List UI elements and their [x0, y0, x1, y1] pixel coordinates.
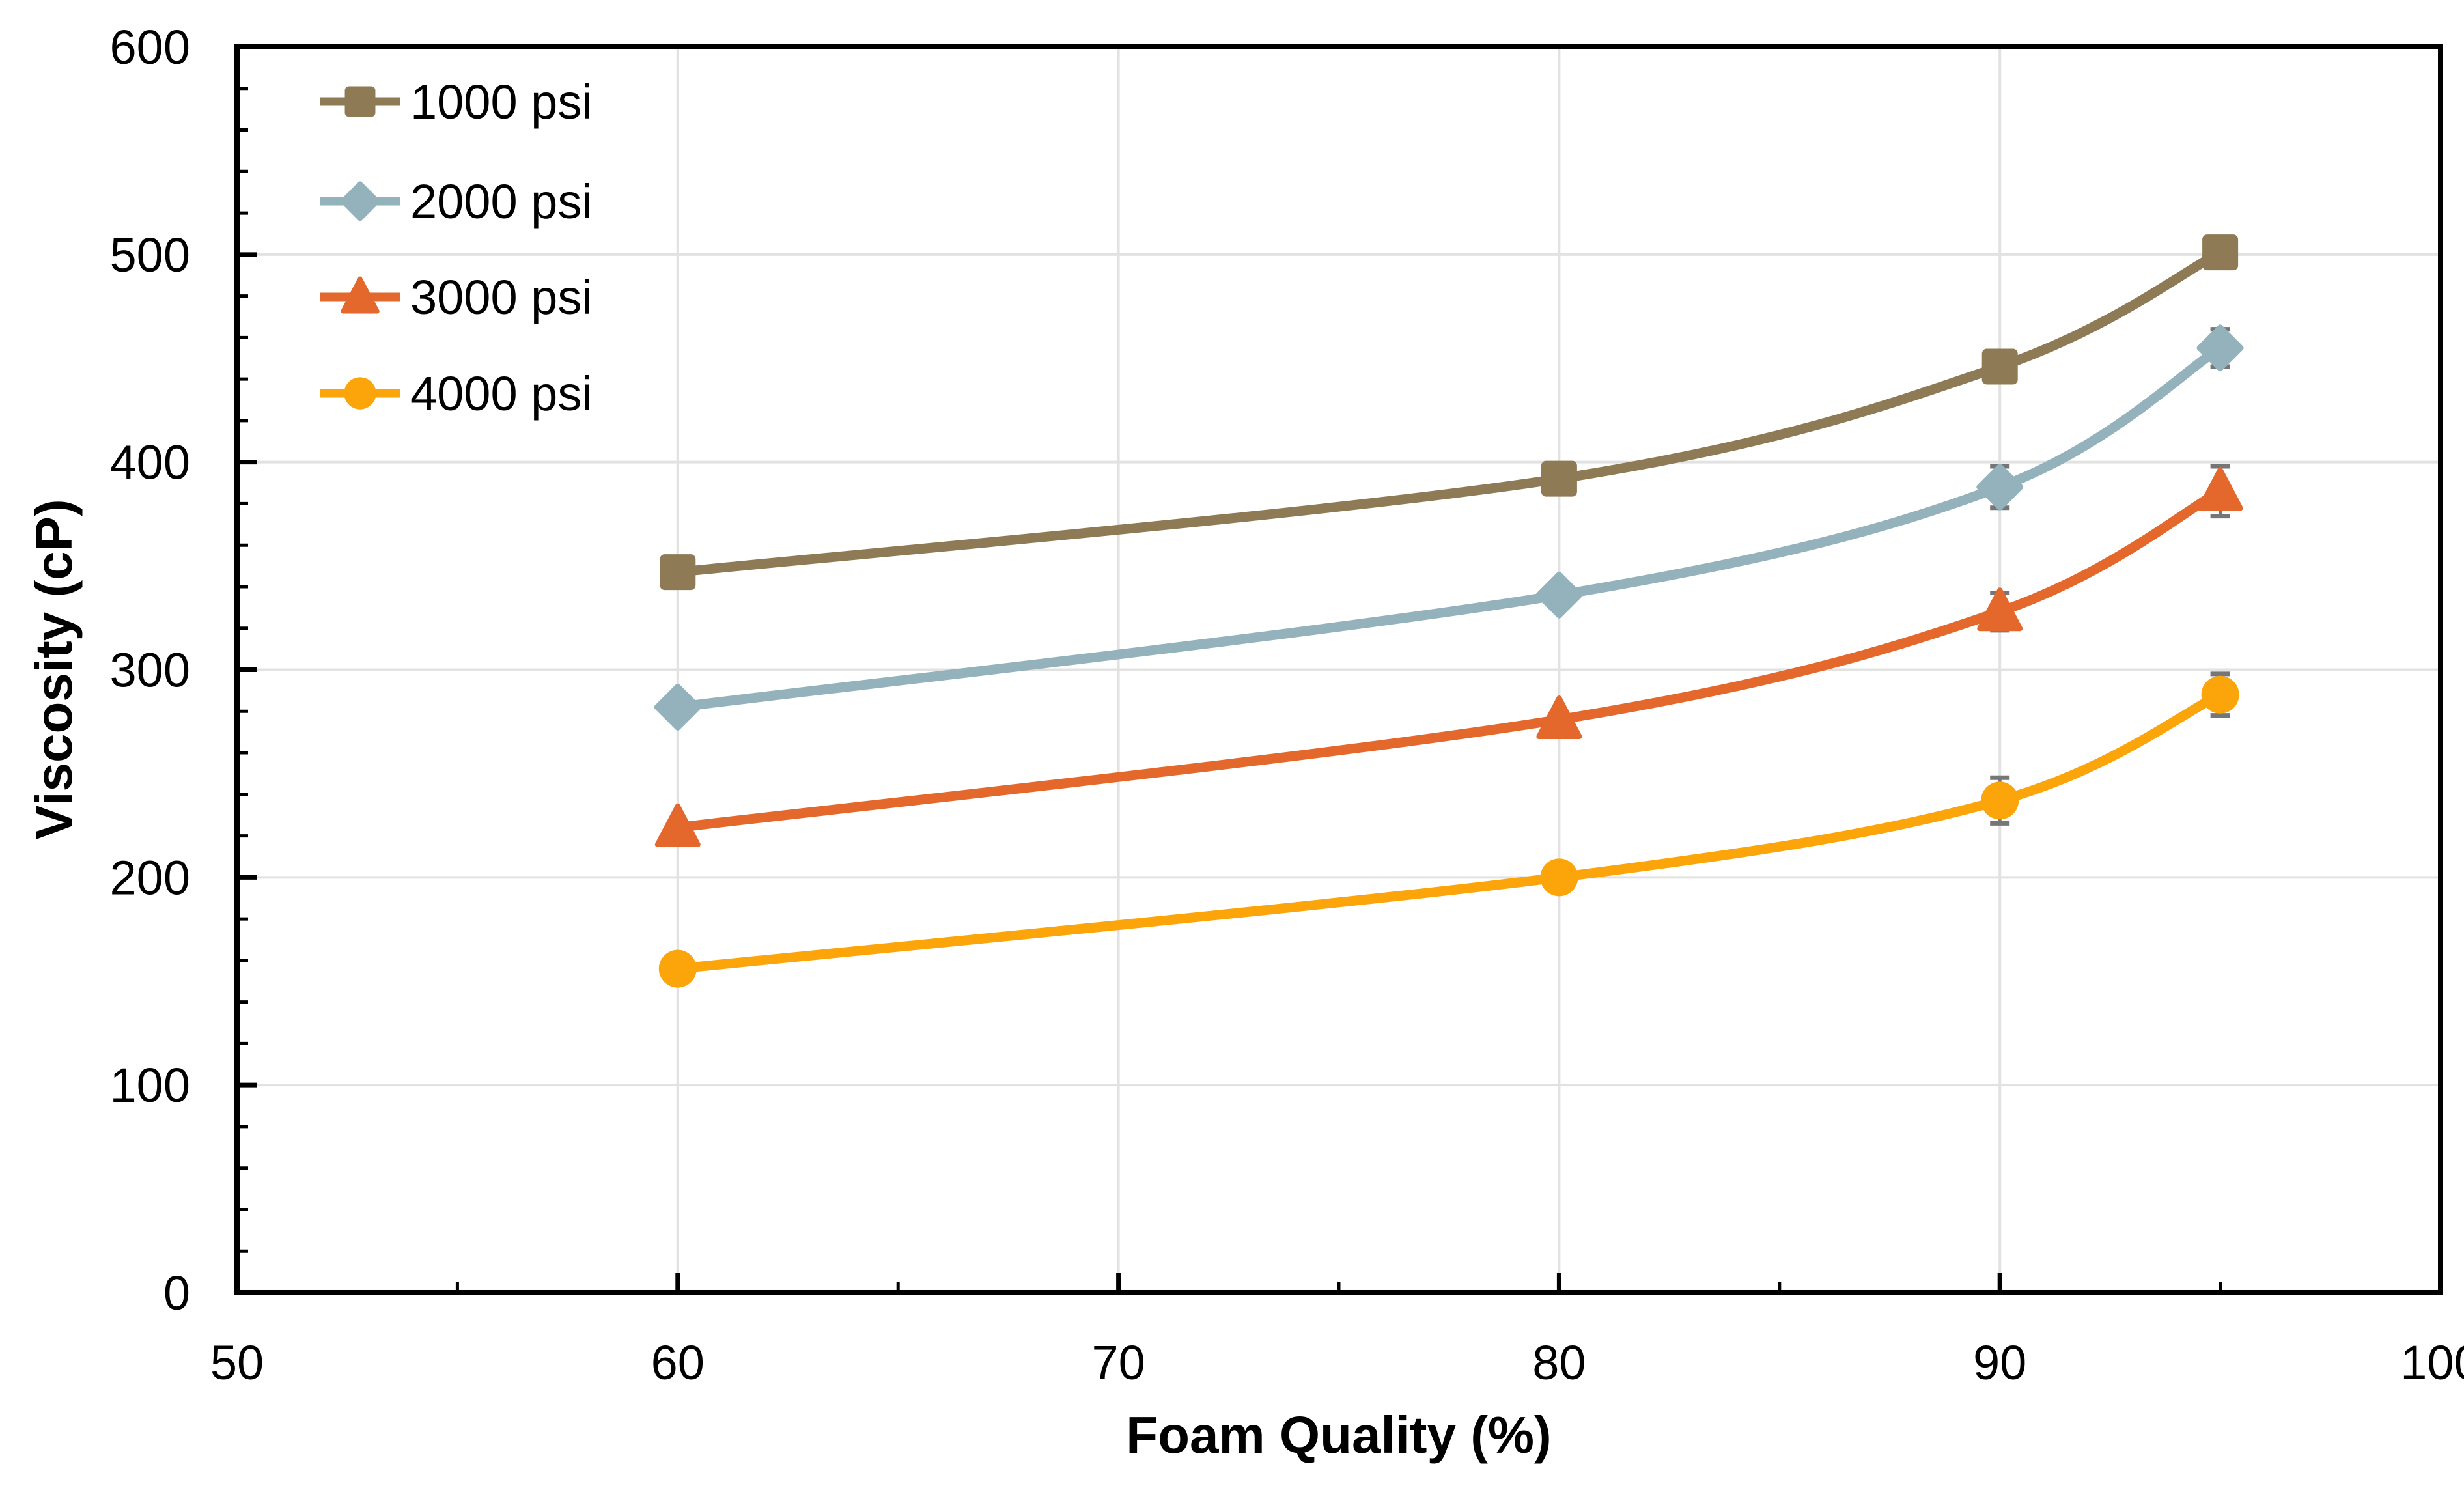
- plot-border-box: [234, 44, 2443, 1295]
- x-tick-label: 70: [1091, 1336, 1145, 1390]
- series-line-2000-psi: [673, 343, 2226, 712]
- y-tick-labels: 0 100 200 300 400 500 600: [110, 20, 190, 1320]
- marker-circle: [658, 949, 697, 988]
- series-line-1000-psi: [673, 247, 2226, 578]
- series-lines: [673, 247, 2226, 974]
- marker-square: [1981, 348, 2018, 385]
- x-tick-label: 50: [210, 1336, 264, 1390]
- y-tick-label: 200: [110, 850, 190, 905]
- legend-label: 2000 psi: [410, 175, 593, 229]
- marker-triangle: [1977, 587, 2023, 632]
- series-line-4000-psi: [673, 690, 2226, 974]
- x-tick-label: 100: [2400, 1336, 2464, 1390]
- marker-triangle: [654, 803, 701, 847]
- marker-diamond: [654, 683, 701, 731]
- marker-square: [344, 86, 376, 117]
- x-tick-labels: 50 60 70 80 90 100: [210, 1336, 2464, 1390]
- x-tick-label: 80: [1532, 1336, 1586, 1390]
- marker-triangle: [1536, 695, 1582, 740]
- error-bars: [1990, 327, 2230, 826]
- y-tick-label: 300: [110, 643, 190, 697]
- marker-square: [1541, 460, 1577, 497]
- legend-label: 1000 psi: [410, 75, 593, 129]
- marker-diamond: [1535, 571, 1583, 619]
- x-axis-title: Foam Quality (%): [1126, 1406, 1551, 1464]
- series-markers: [654, 234, 2244, 988]
- marker-circle: [1981, 781, 2019, 820]
- gridlines: [237, 47, 2441, 1293]
- marker-triangle: [2197, 467, 2243, 511]
- y-tick-label: 500: [110, 228, 190, 282]
- legend-item-4000-psi: 4000 psi: [320, 367, 593, 421]
- marker-diamond: [1976, 463, 2024, 511]
- marker-diamond: [340, 181, 380, 221]
- legend-item-3000-psi: 3000 psi: [320, 270, 593, 324]
- foam-viscosity-line-chart: 50 60 70 80 90 100 0 100 200 300 400 500 600 1000 p…: [26, 10, 2464, 1478]
- marker-square: [660, 554, 696, 591]
- y-axis-title: Viscosity (cP): [26, 499, 83, 839]
- marker-triangle: [341, 276, 380, 314]
- marker-square: [2202, 234, 2239, 271]
- series-line-3000-psi: [673, 486, 2226, 833]
- x-tick-label: 60: [651, 1336, 705, 1390]
- chart-canvas: 50 60 70 80 90 100 0 100 200 300 400 500 600 1000 p…: [26, 20, 2464, 1464]
- y-tick-label: 600: [110, 20, 190, 74]
- x-tick-label: 90: [1973, 1336, 2026, 1390]
- marker-diamond: [2196, 324, 2244, 372]
- y-tick-label: 400: [110, 436, 190, 490]
- legend-label: 4000 psi: [410, 367, 593, 421]
- marker-circle: [1540, 858, 1578, 897]
- legend-item-2000-psi: 2000 psi: [320, 175, 593, 229]
- marker-circle: [2201, 675, 2239, 714]
- y-tick-label: 100: [110, 1058, 190, 1112]
- legend: 1000 psi 2000 psi 3000 psi 4000 psi: [320, 75, 593, 421]
- legend-label: 3000 psi: [410, 270, 593, 324]
- axis-ticks: [234, 44, 2443, 1295]
- plot-border: [234, 44, 2443, 1295]
- y-tick-label: 0: [163, 1266, 190, 1320]
- legend-item-1000-psi: 1000 psi: [320, 75, 593, 129]
- marker-circle: [344, 377, 376, 410]
